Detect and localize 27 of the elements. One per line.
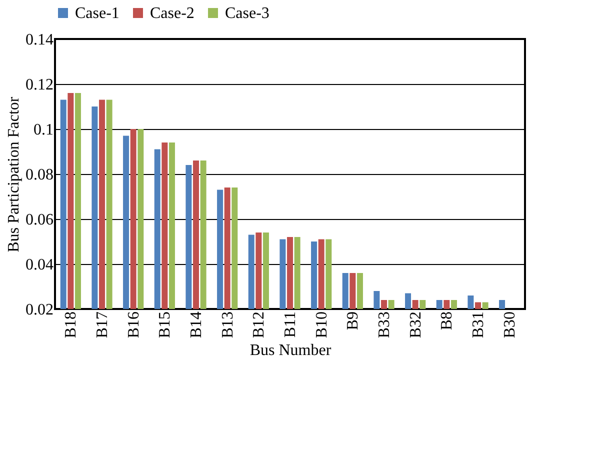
x-tick-label: B14 [188, 312, 205, 338]
y-tick-label: 0.04 [26, 256, 54, 274]
y-tick-label: 0.08 [26, 166, 54, 184]
x-tick-label: B17 [94, 312, 111, 338]
x-tick-label: B30 [501, 312, 518, 338]
x-tick-label: B10 [313, 312, 330, 338]
x-tick-label: B8 [438, 312, 456, 330]
x-tick-label: B13 [219, 312, 236, 338]
x-tick-label: B9 [344, 312, 362, 330]
x-tick-label: B11 [282, 312, 299, 338]
y-tick-label: 0.1 [34, 122, 54, 138]
y-tick-label: 0.12 [26, 76, 54, 94]
x-tick-label: B15 [156, 312, 174, 338]
legend-label: Case-3 [225, 5, 270, 22]
x-tick-label: B18 [62, 312, 80, 338]
x-tick-label: B33 [376, 312, 393, 338]
x-axis-title: Bus Number [250, 342, 332, 360]
x-tick-label: B32 [407, 312, 424, 338]
x-tick-label: B12 [250, 312, 268, 338]
x-tick-label: B16 [125, 312, 142, 338]
y-axis-title: Bus Participation Factor [6, 96, 22, 252]
y-tick-label: 0.02 [26, 302, 54, 318]
x-tick-label: B31 [470, 312, 487, 338]
y-tick-label: 0.14 [26, 32, 54, 48]
y-tick-label: 0.06 [26, 212, 54, 228]
legend-label: Case-2 [150, 5, 194, 22]
legend-label: Case-1 [75, 5, 120, 22]
